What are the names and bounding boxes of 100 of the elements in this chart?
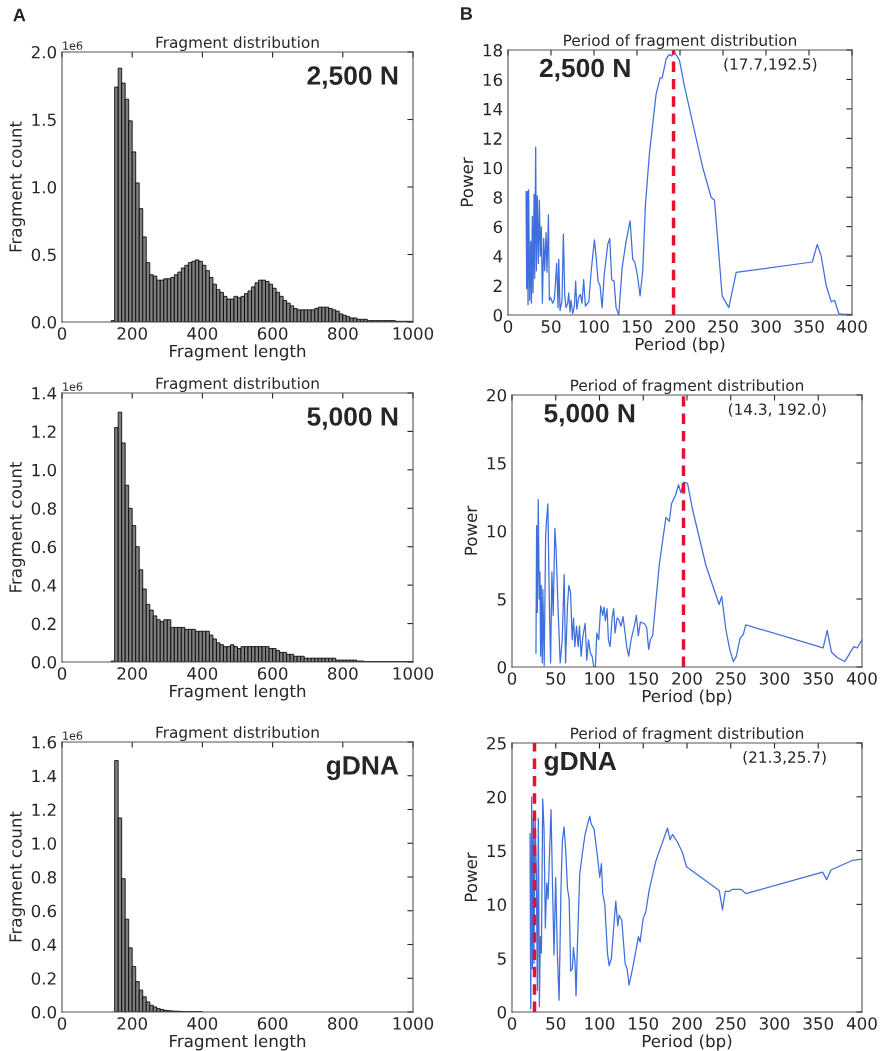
chart-title: Period of fragment distribution <box>571 727 804 743</box>
y-axis-title: Power <box>460 157 474 207</box>
x-tick-label: 200 <box>672 1017 702 1030</box>
x-axis-title: Period (bp) <box>642 1034 732 1051</box>
x-tick-label: 400 <box>846 1017 877 1030</box>
y-tick-label: 18 <box>483 43 502 57</box>
x-tick-label: 350 <box>794 320 824 333</box>
y-tick-label: 0.8 <box>31 870 56 884</box>
y-tick-label: 8 <box>493 191 502 204</box>
x-tick-label: 200 <box>672 672 702 685</box>
x-tick-label: 200 <box>117 667 147 680</box>
y-tick-label: 0.2 <box>31 972 56 985</box>
x-tick-label: 200 <box>117 327 147 340</box>
x-tick-label: 100 <box>585 672 615 685</box>
x-tick-label: 250 <box>716 672 746 685</box>
x-tick-label: 0 <box>57 327 67 340</box>
y-tick-label: 10 <box>483 161 503 175</box>
y-tick-label: 5 <box>497 952 506 965</box>
annotation: 2,500 N <box>539 58 630 82</box>
y-axis-title: Fragment count <box>9 811 26 942</box>
y-tick-label: 5 <box>497 593 506 606</box>
y-tick-label: 15 <box>487 457 506 470</box>
x-tick-label: 0 <box>57 667 67 680</box>
x-tick-label: 600 <box>257 667 288 680</box>
y-tick-label: 10 <box>487 898 507 911</box>
y-tick-label: 25 <box>487 736 506 750</box>
x-tick-label: 0 <box>57 1017 67 1030</box>
y-tick-label: 1.0 <box>32 463 57 477</box>
x-tick-label: 400 <box>187 667 218 680</box>
text: 1e6 <box>63 41 83 50</box>
x-axis-title: Fragment length <box>170 684 306 701</box>
x-tick-label: 400 <box>836 320 867 333</box>
y-tick-label: 0.5 <box>31 248 56 262</box>
y-axis-title: Power <box>464 505 478 555</box>
x-axis-title: Period (bp) <box>642 689 732 706</box>
text: A <box>13 8 26 22</box>
annotation: gDNA <box>326 756 399 781</box>
x-tick-label: 0 <box>507 672 517 685</box>
y-tick-label: 0.0 <box>31 655 57 669</box>
chart-title: Fragment distribution <box>156 36 319 52</box>
y-tick-label: 1.0 <box>32 180 57 194</box>
y-tick-label: 0.0 <box>31 1005 57 1019</box>
y-tick-label: 6 <box>493 220 503 234</box>
x-tick-label: 250 <box>716 1017 746 1030</box>
y-tick-label: 0.6 <box>31 904 57 918</box>
x-tick-label: 50 <box>546 1017 566 1030</box>
x-tick-label: 300 <box>751 320 781 333</box>
x-tick-label: 200 <box>117 1017 147 1030</box>
text: 1e6 <box>63 382 83 391</box>
x-tick-label: 150 <box>629 672 659 685</box>
y-axis-title: Fragment count <box>9 461 26 592</box>
annotation: 2,500 N <box>307 66 398 89</box>
x-tick-label: 600 <box>257 1017 288 1030</box>
y-axis-title: Fragment count <box>9 121 26 252</box>
y-tick-label: 0.6 <box>31 540 57 554</box>
x-tick-label: 0 <box>507 1017 517 1030</box>
x-tick-label: 100 <box>579 320 609 333</box>
chart-title: Period of fragment distribution <box>571 379 804 395</box>
x-axis-title: Period (bp) <box>635 337 725 354</box>
x-tick-label: 50 <box>541 320 561 333</box>
y-tick-label: 0.4 <box>31 579 57 592</box>
x-tick-label: 400 <box>846 672 877 685</box>
x-tick-label: 400 <box>187 327 218 340</box>
x-tick-label: 300 <box>759 672 790 685</box>
y-tick-label: 1.2 <box>32 425 56 438</box>
y-tick-label: 1.6 <box>32 735 57 749</box>
x-tick-label: 350 <box>803 672 834 685</box>
x-tick-label: 100 <box>585 1017 615 1030</box>
chart-title: Fragment distribution <box>156 726 319 742</box>
annotation: gDNA <box>544 751 617 776</box>
y-tick-label: 14 <box>483 103 503 116</box>
chart-title: Fragment distribution <box>156 377 319 393</box>
y-tick-label: 1.5 <box>32 113 56 127</box>
x-tick-label: 1000 <box>393 667 434 680</box>
y-tick-label: 0.4 <box>31 938 57 952</box>
x-tick-label: 300 <box>759 1017 790 1030</box>
annotation: 5,000 N <box>544 403 635 427</box>
x-tick-label: 600 <box>257 327 288 340</box>
annotation: (21.3,25.7) <box>743 751 826 765</box>
y-tick-label: 16 <box>483 73 503 87</box>
y-tick-label: 12 <box>483 132 502 145</box>
x-tick-label: 150 <box>629 1017 659 1030</box>
x-axis-title: Fragment length <box>170 1034 306 1051</box>
y-tick-label: 0.2 <box>31 617 56 631</box>
y-tick-label: 20 <box>487 388 507 402</box>
y-tick-label: 0 <box>493 308 503 322</box>
annotation: (17.7,192.5) <box>724 57 817 72</box>
y-tick-label: 1.4 <box>32 387 57 400</box>
x-tick-label: 400 <box>187 1017 218 1030</box>
y-tick-label: 2.0 <box>31 45 57 59</box>
y-tick-label: 0.8 <box>31 502 56 515</box>
x-tick-label: 800 <box>328 1017 358 1030</box>
y-tick-label: 2 <box>493 279 502 292</box>
text: B <box>461 7 473 20</box>
y-tick-label: 20 <box>487 790 507 804</box>
y-tick-label: 1.2 <box>32 803 56 816</box>
text: 1e6 <box>63 731 83 740</box>
chart-title: Period of fragment distribution <box>564 34 797 50</box>
x-tick-label: 350 <box>803 1017 834 1030</box>
y-axis-title: Power <box>464 852 478 902</box>
